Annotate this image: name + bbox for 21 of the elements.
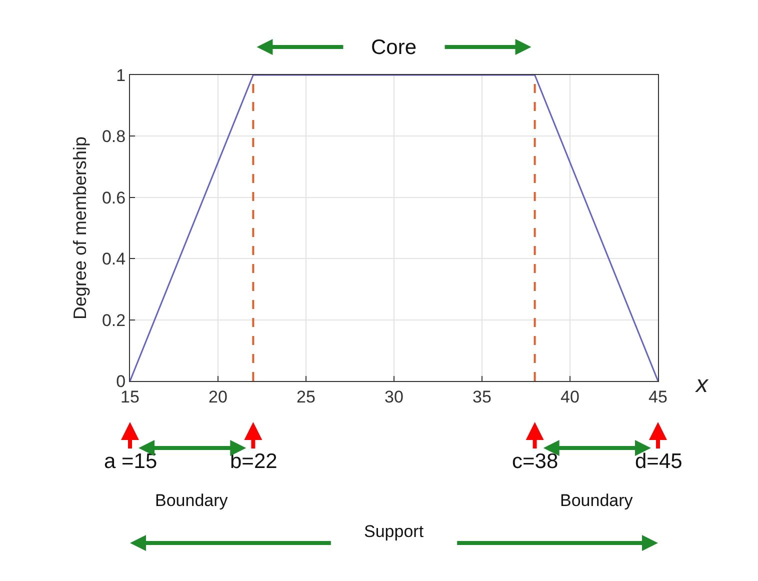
y-tick-label: 0.6 (102, 188, 126, 208)
text: Boundary (155, 491, 228, 510)
y-tick-label: 0.8 (102, 127, 126, 146)
x-tick-label: 45 (648, 387, 668, 406)
annotation: b=22 (230, 450, 278, 473)
x-tick-label: 30 (384, 387, 404, 406)
x-tick-label: 20 (208, 387, 228, 406)
y-tick-label: 1 (116, 66, 126, 85)
x-axis-title: x (695, 371, 709, 398)
text: Support (364, 522, 424, 541)
y-axis-title: Degree of membership (70, 136, 90, 320)
annotation: Core (371, 36, 417, 59)
x-tick-label: 35 (472, 387, 492, 406)
y-tick-label: 0.4 (102, 250, 126, 269)
annotation: c=38 (512, 450, 558, 473)
y-tick-label: 0.2 (102, 310, 126, 330)
annotation: d=45 (635, 450, 682, 473)
text: Boundary (560, 491, 634, 510)
x-tick-label: 25 (296, 387, 316, 406)
x-tick-label: 40 (560, 387, 580, 406)
annotation: a =15 (104, 450, 158, 473)
